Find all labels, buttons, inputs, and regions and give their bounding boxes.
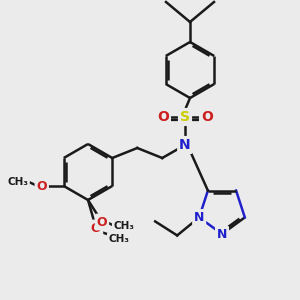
Text: O: O: [36, 179, 47, 193]
Text: N: N: [194, 211, 204, 224]
Text: N: N: [179, 138, 191, 152]
Text: O: O: [97, 215, 107, 229]
Text: CH₃: CH₃: [113, 221, 134, 231]
Text: CH₃: CH₃: [109, 234, 130, 244]
Text: O: O: [91, 221, 101, 235]
Text: O: O: [157, 110, 169, 124]
Text: O: O: [201, 110, 213, 124]
Text: N: N: [217, 227, 227, 241]
Text: S: S: [180, 110, 190, 124]
Text: CH₃: CH₃: [7, 177, 28, 187]
